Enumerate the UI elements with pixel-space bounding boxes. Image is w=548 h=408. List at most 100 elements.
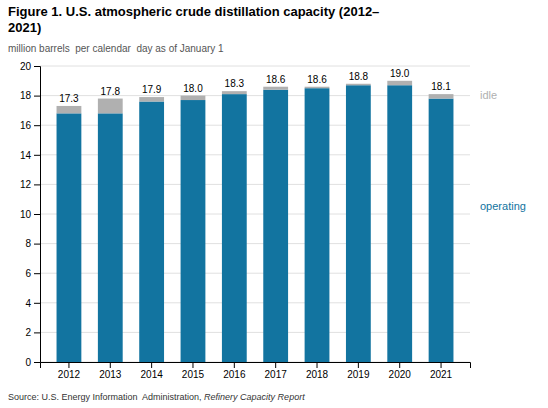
- source-title: Refinery Capacity Report: [204, 392, 305, 402]
- x-tick-label: 2014: [141, 369, 164, 380]
- bar: [222, 91, 247, 94]
- bar: [263, 87, 288, 90]
- x-tick-label: 2020: [389, 369, 412, 380]
- y-tick: 10: [20, 209, 40, 220]
- x-tick: 2016: [223, 362, 246, 380]
- x-tick-mark: [234, 362, 235, 368]
- bars: [57, 81, 454, 362]
- series-label: operating: [480, 200, 526, 212]
- y-tick-mark: [34, 273, 40, 274]
- total-labels: 17.317.817.918.018.318.618.618.819.018.1: [59, 68, 451, 104]
- x-tick-label: 2016: [223, 369, 246, 380]
- x-tick-mark: [275, 362, 276, 368]
- x-tick-mark: [441, 362, 442, 368]
- series: [57, 81, 454, 114]
- y-tick-mark: [34, 362, 40, 363]
- title-line: Figure 1. U.S. atmospheric crude distill…: [8, 4, 379, 19]
- y-tick-mark: [34, 66, 40, 67]
- x-tick-mark: [110, 362, 111, 368]
- bar: [429, 94, 454, 98]
- bar: [98, 99, 123, 114]
- total-label: 18.8: [349, 71, 369, 82]
- x-tick-label: 2021: [430, 369, 453, 380]
- bar: [139, 102, 164, 362]
- y-tick-mark: [34, 155, 40, 156]
- x-tick: 2013: [99, 362, 122, 380]
- x-tick-mark: [192, 362, 193, 368]
- y-tick: 12: [20, 179, 40, 190]
- bar: [305, 87, 330, 88]
- x-tick-label: 2018: [306, 369, 329, 380]
- grid: [40, 66, 470, 362]
- y-tick-mark: [34, 244, 40, 245]
- title-line: 2021): [8, 20, 41, 35]
- chart: Figure 1. U.S. atmospheric crude distill…: [0, 0, 548, 408]
- x-tick-mark: [151, 362, 152, 368]
- y-tick-label: 8: [25, 238, 31, 249]
- y-tick: 8: [25, 238, 40, 249]
- subtitle: million barrels per calendar day as of J…: [8, 43, 224, 54]
- title: Figure 1. U.S. atmospheric crude distill…: [8, 4, 379, 35]
- y-tick-label: 2: [25, 327, 31, 338]
- bar: [222, 94, 247, 362]
- x-tick: 2015: [182, 362, 205, 380]
- bar: [181, 96, 206, 100]
- plot: 17.317.817.918.018.318.618.618.819.018.1…: [20, 61, 526, 380]
- bar: [346, 85, 371, 362]
- total-label: 17.8: [101, 86, 121, 97]
- y-tick: 0: [25, 357, 40, 368]
- bar: [98, 113, 123, 362]
- x-tick-label: 2019: [347, 369, 370, 380]
- grid-line: [40, 66, 470, 67]
- y-tick-mark: [34, 125, 40, 126]
- y-tick-label: 0: [25, 357, 31, 368]
- total-label: 18.1: [431, 81, 451, 92]
- source-text: Source: U.S. Energy Information Administ…: [8, 392, 204, 402]
- y-tick-mark: [34, 332, 40, 333]
- total-label: 18.3: [225, 78, 245, 89]
- y-tick: 20: [20, 61, 40, 72]
- total-label: 18.0: [183, 83, 203, 94]
- x-tick-label: 2012: [58, 369, 81, 380]
- y-tick-label: 12: [20, 179, 32, 190]
- y-tick: 14: [20, 150, 40, 161]
- y-tick-label: 4: [25, 298, 31, 309]
- y-tick-mark: [34, 303, 40, 304]
- y-tick-label: 20: [20, 61, 32, 72]
- x-tick: 2020: [389, 362, 412, 380]
- x-tick-mark: [68, 362, 69, 368]
- x-tick: 2018: [306, 362, 329, 380]
- y-tick: 4: [25, 298, 40, 309]
- x-tick: 2017: [265, 362, 288, 380]
- x-tick: 2014: [141, 362, 164, 380]
- y-tick: 16: [20, 120, 40, 131]
- y-axis: 02468101214161820: [20, 61, 41, 368]
- total-label: 18.6: [266, 74, 286, 85]
- y-tick-label: 10: [20, 209, 32, 220]
- y-tick-label: 16: [20, 120, 32, 131]
- y-tick-label: 6: [25, 268, 31, 279]
- x-axis: 2012 2013 2014 2015 2016 2017 2018 2019 2020 2021: [41, 362, 471, 380]
- bar: [57, 106, 82, 113]
- source: Source: U.S. Energy Information Administ…: [8, 392, 305, 402]
- x-tick-label: 2015: [182, 369, 205, 380]
- x-tick: 2019: [347, 362, 370, 380]
- y-tick-mark: [34, 214, 40, 215]
- y-tick-mark: [34, 184, 40, 185]
- y-tick: 2: [25, 327, 40, 338]
- total-label: 17.3: [59, 93, 79, 104]
- bar: [429, 99, 454, 362]
- x-tick-label: 2013: [99, 369, 122, 380]
- bar: [181, 100, 206, 362]
- total-label: 18.6: [307, 74, 327, 85]
- bar: [57, 113, 82, 362]
- bar: [387, 81, 412, 85]
- bar: [387, 85, 412, 362]
- bar: [263, 90, 288, 362]
- y-axis-line: [34, 67, 41, 363]
- bar: [346, 84, 371, 85]
- x-tick-mark: [317, 362, 318, 368]
- total-label: 17.9: [142, 84, 162, 95]
- bar: [139, 97, 164, 101]
- series-label: idle: [480, 89, 497, 101]
